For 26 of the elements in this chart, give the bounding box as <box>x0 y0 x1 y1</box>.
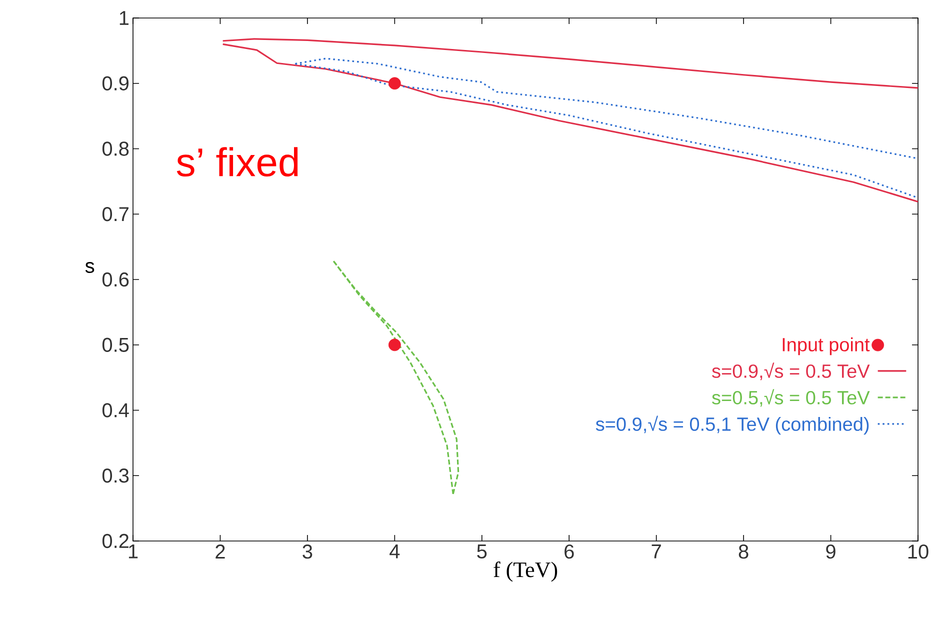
y-tick-label: 0.9 <box>102 76 129 90</box>
y-tick-label: 0.4 <box>102 403 129 418</box>
x-tick-label: 9 <box>826 544 836 559</box>
x-tick-label: 8 <box>738 544 748 559</box>
y-tick-label: 0.2 <box>102 534 128 548</box>
y-tick-label: 0.6 <box>102 272 129 287</box>
legend-label: Input point <box>782 337 870 356</box>
x-tick-label: 2 <box>216 544 225 558</box>
x-axis-title: f (TeV) <box>494 562 558 582</box>
x-tick-label: 3 <box>302 544 312 559</box>
annotation: s’ fixed <box>176 147 298 177</box>
y-tick-label: 0.7 <box>102 207 128 222</box>
legend-label: s=0.9,√s = 0.5 TeV <box>712 362 870 380</box>
x-tick-label: 4 <box>390 544 400 558</box>
y-tick-label: 1 <box>120 11 128 25</box>
x-tick-label: 1 <box>128 544 138 558</box>
legend-label: s=0.9,√s = 0.5,1 TeV (combined) <box>596 416 869 435</box>
y-tick-label: 0.3 <box>102 468 129 483</box>
legend-label: s=0.5,√s = 0.5 TeV <box>712 389 870 407</box>
x-tick-label: 5 <box>477 544 487 558</box>
y-tick-label: 0.8 <box>102 142 129 156</box>
x-tick-label: 7 <box>652 544 661 558</box>
y-axis-title: s <box>85 262 94 273</box>
x-tick-label: 10 <box>908 544 928 559</box>
y-tick-label: 0.5 <box>102 338 129 352</box>
x-tick-label: 6 <box>564 544 574 559</box>
